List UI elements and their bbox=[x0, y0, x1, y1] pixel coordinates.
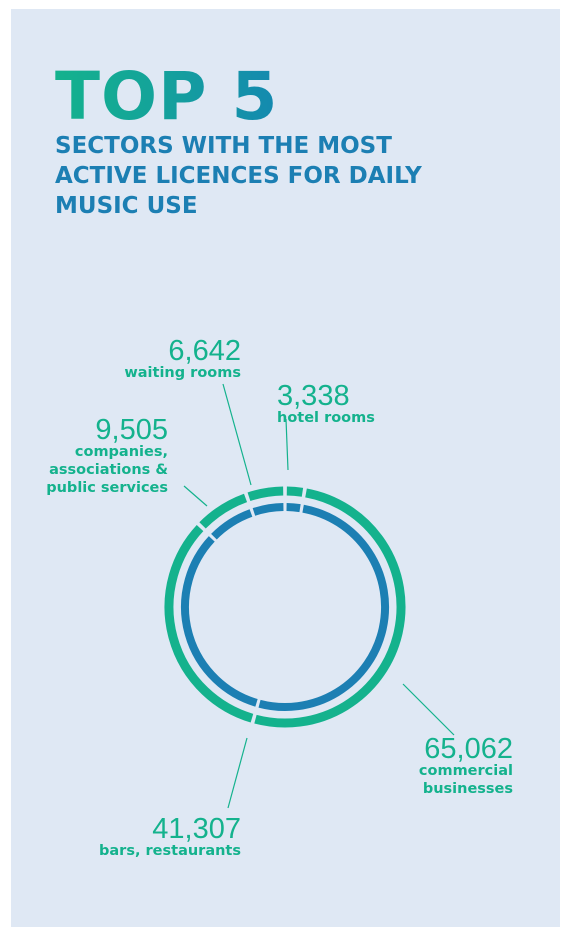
leader-line bbox=[183, 485, 208, 507]
subtitle-line: MUSIC USE bbox=[55, 193, 198, 219]
donut-inner-arc bbox=[181, 536, 258, 707]
donut-outer-arc bbox=[286, 486, 304, 497]
data-label-category: commercial bbox=[419, 763, 513, 779]
subtitle-line: ACTIVE LICENCES FOR DAILY bbox=[55, 163, 422, 189]
donut-outer-arc bbox=[164, 524, 254, 723]
donut-outer-arc bbox=[247, 486, 284, 502]
data-label-value: 41,307 bbox=[152, 813, 241, 845]
data-label-value: 3,338 bbox=[277, 380, 350, 412]
leader-line bbox=[285, 418, 289, 471]
leader-line bbox=[402, 683, 455, 736]
donut-inner-arc bbox=[258, 504, 390, 712]
data-label-category: companies, bbox=[75, 444, 168, 460]
infographic-card bbox=[11, 9, 560, 927]
data-label-value: 6,642 bbox=[168, 335, 241, 367]
subtitle-line: SECTORS WITH THE MOST bbox=[55, 133, 392, 159]
data-label-category: associations & bbox=[49, 462, 168, 478]
data-label-category: businesses bbox=[423, 781, 513, 797]
headline: TOP 5 bbox=[55, 58, 279, 135]
data-label-category: hotel rooms bbox=[277, 410, 375, 426]
donut-inner-arc bbox=[286, 503, 301, 513]
data-label-value: 9,505 bbox=[95, 414, 168, 446]
data-label-category: bars, restaurants bbox=[99, 843, 241, 859]
data-label-category: waiting rooms bbox=[124, 365, 241, 381]
donut-outer-arc bbox=[254, 488, 406, 728]
leader-line bbox=[222, 383, 252, 486]
data-label-value: 65,062 bbox=[424, 733, 513, 765]
subtitle: SECTORS WITH THE MOST ACTIVE LICENCES FO… bbox=[55, 131, 535, 221]
donut-outer-arc bbox=[199, 493, 248, 529]
leader-line bbox=[227, 737, 248, 809]
data-label-category: public services bbox=[46, 480, 168, 496]
donut-inner-arc bbox=[252, 503, 284, 516]
donut-inner-arc bbox=[211, 509, 253, 540]
